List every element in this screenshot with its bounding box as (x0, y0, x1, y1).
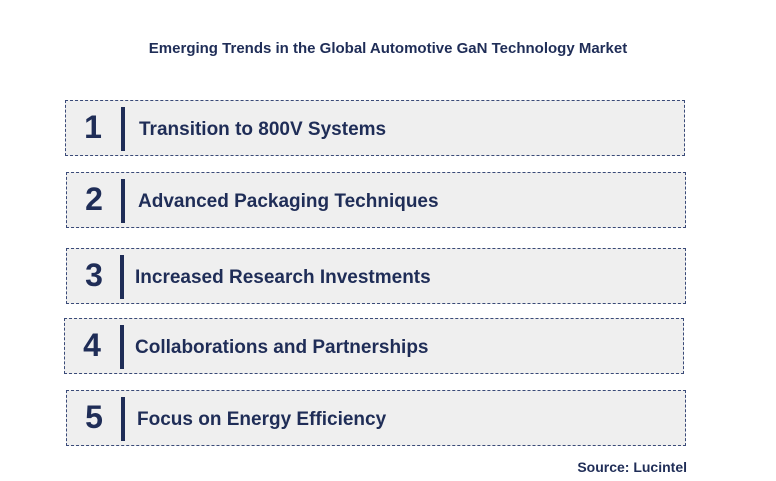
trend-divider-1 (121, 107, 125, 151)
trend-label-4: Collaborations and Partnerships (135, 337, 429, 358)
trend-divider-5 (121, 397, 125, 441)
diagram-title: Emerging Trends in the Global Automotive… (148, 40, 628, 57)
trend-box-2: 2 Advanced Packaging Techniques (66, 172, 686, 228)
trend-box-1: 1 Transition to 800V Systems (65, 100, 685, 156)
trend-number-3: 3 (85, 257, 103, 293)
trend-label-1: Transition to 800V Systems (139, 119, 387, 140)
source-label: Source: Lucintel (577, 459, 687, 475)
trend-divider-4 (120, 325, 124, 369)
trend-label-3: Increased Research Investments (135, 267, 431, 288)
trend-number-4: 4 (83, 327, 101, 363)
trend-number-1: 1 (84, 109, 102, 145)
trend-label-5: Focus on Energy Efficiency (137, 409, 387, 430)
trend-label-2: Advanced Packaging Techniques (138, 191, 439, 212)
trend-number-2: 2 (85, 181, 103, 217)
trend-box-4: 4 Collaborations and Partnerships (64, 318, 684, 374)
trend-box-3: 3 Increased Research Investments (66, 248, 686, 304)
trend-number-5: 5 (85, 399, 103, 435)
trend-divider-3 (120, 255, 124, 299)
trend-box-5: 5 Focus on Energy Efficiency (66, 390, 686, 446)
trend-divider-2 (121, 179, 125, 223)
